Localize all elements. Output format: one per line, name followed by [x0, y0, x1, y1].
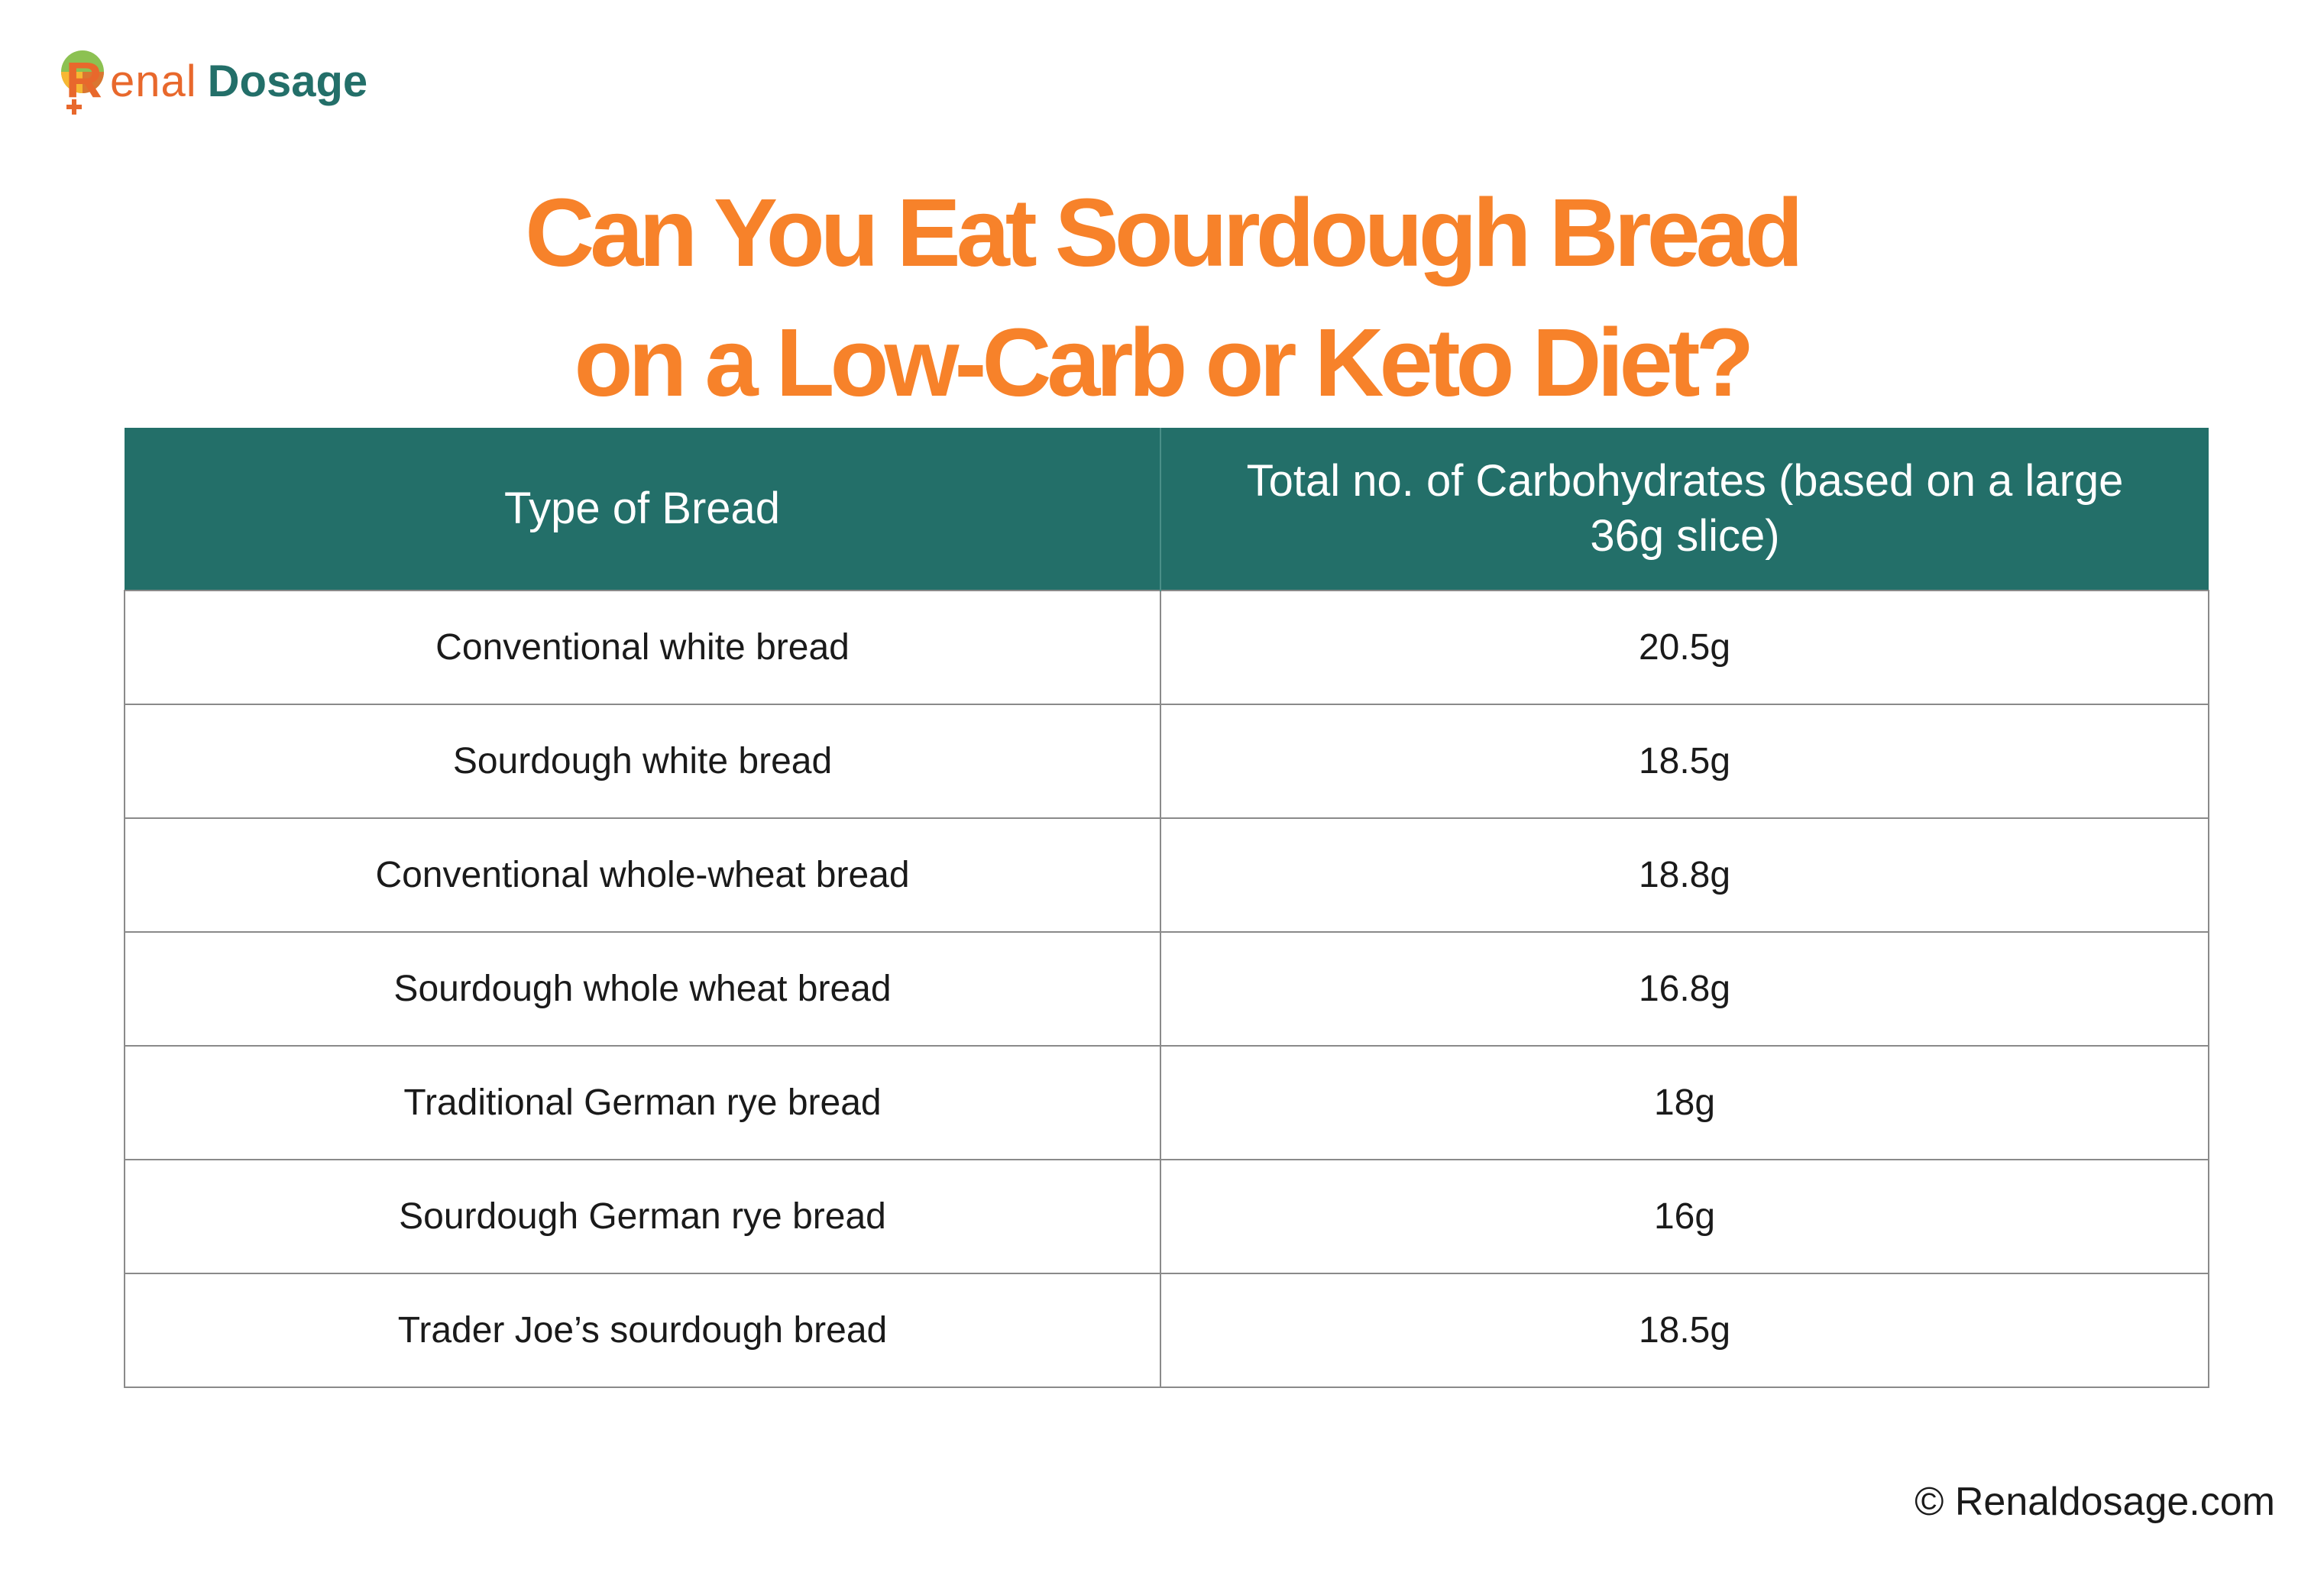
- bread-type-cell: Sourdough whole wheat bread: [124, 931, 1161, 1047]
- page-title-line-2: on a Low-Carb or Keto Diet?: [574, 309, 1755, 416]
- header-total-carbohydrates: Total no. of Carbohydrates (based on a l…: [1160, 428, 2209, 591]
- carbs-cell: 18.5g: [1160, 704, 2209, 819]
- logo-leaf-icon: [61, 50, 104, 115]
- carbs-cell: 18.5g: [1160, 1273, 2209, 1388]
- table-row: Conventional whole-wheat bread 18.8g: [124, 817, 2209, 933]
- carbs-cell: 16.8g: [1160, 931, 2209, 1047]
- carbs-cell: 18.8g: [1160, 817, 2209, 933]
- table-row: Sourdough whole wheat bread 16.8g: [124, 931, 2209, 1047]
- brand-logo: R enal Dosage: [58, 46, 367, 116]
- bread-type-cell: Traditional German rye bread: [124, 1045, 1161, 1160]
- table-row: Trader Joe’s sourdough bread 18.5g: [124, 1273, 2209, 1388]
- table-header-row: Type of Bread Total no. of Carbohydrates…: [125, 428, 2209, 591]
- page-title: Can You Eat Sourdough Bread on a Low-Car…: [0, 168, 2324, 428]
- logo-mark: R: [58, 46, 107, 116]
- carbohydrate-table: Type of Bread Total no. of Carbohydrates…: [124, 428, 2209, 1388]
- bread-type-cell: Trader Joe’s sourdough bread: [124, 1273, 1161, 1388]
- carbs-cell: 18g: [1160, 1045, 2209, 1160]
- bread-type-cell: Sourdough white bread: [124, 704, 1161, 819]
- logo-text-dosage: Dosage: [207, 56, 368, 106]
- page-title-line-1: Can You Eat Sourdough Bread: [525, 179, 1803, 286]
- logo-text-enal: enal: [110, 56, 197, 106]
- header-type-of-bread: Type of Bread: [125, 428, 1161, 591]
- bread-type-cell: Conventional white bread: [124, 590, 1161, 705]
- table-row: Traditional German rye bread 18g: [124, 1045, 2209, 1160]
- table-row: Sourdough German rye bread 16g: [124, 1159, 2209, 1274]
- table-row: Sourdough white bread 18.5g: [124, 704, 2209, 819]
- copyright-footer: © Renaldosage.com: [1915, 1480, 2275, 1524]
- logo-text-r: R: [66, 51, 102, 108]
- bread-type-cell: Sourdough German rye bread: [124, 1159, 1161, 1274]
- carbs-cell: 16g: [1160, 1159, 2209, 1274]
- bread-type-cell: Conventional whole-wheat bread: [124, 817, 1161, 933]
- table-row: Conventional white bread 20.5g: [124, 590, 2209, 705]
- carbs-cell: 20.5g: [1160, 590, 2209, 705]
